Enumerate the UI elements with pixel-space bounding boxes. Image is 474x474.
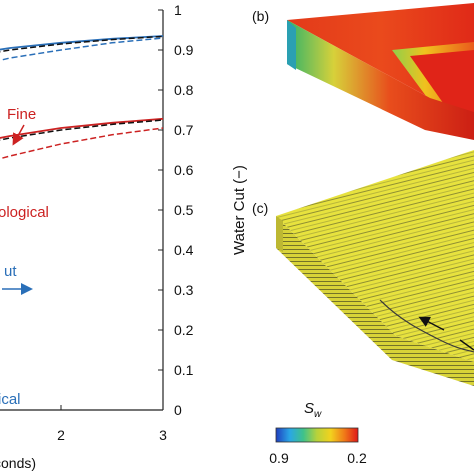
panel-c-fracture-render: (c) — [252, 150, 474, 386]
panel-b-saturation-render: (b) — [252, 3, 474, 140]
y-tick-label: 0.4 — [174, 242, 194, 258]
series-lines — [0, 35, 164, 160]
y-tick-label: 0.3 — [174, 282, 194, 298]
saturation-colorbar: Sw 0.9 0.2 — [269, 400, 367, 466]
y-tick-label: 0.1 — [174, 362, 194, 378]
series-line-2 — [0, 35, 164, 53]
y-tick-label: 0 — [174, 402, 182, 418]
y-tick-label: 0.7 — [174, 122, 194, 138]
panel-c-label: (c) — [252, 200, 268, 216]
series-line-4 — [0, 117, 164, 139]
annotation-fine-arrow — [12, 124, 25, 146]
panel-c-arrow — [418, 316, 445, 331]
panel-c-arrow-tail — [459, 339, 474, 351]
y-tick-label: 0.5 — [174, 202, 194, 218]
annotation-fine: Fine — [7, 106, 36, 123]
panel-c-front-edge — [276, 216, 283, 252]
y-tick-label: 0.6 — [174, 162, 194, 178]
panel-b-side-face — [287, 20, 474, 140]
x-tick-label: 2 — [57, 427, 65, 443]
colorbar-gradient — [275, 427, 359, 443]
y-tick-label: 1 — [174, 2, 182, 18]
colorbar-max-label: 0.2 — [347, 450, 367, 466]
annotation-topological: ological — [0, 204, 49, 221]
series-line-3 — [0, 37, 164, 62]
y-tick-label: 0.9 — [174, 42, 194, 58]
panel-b-label: (b) — [252, 8, 269, 24]
x-axis-label: conds) — [0, 455, 36, 471]
panel-b-red-front — [410, 50, 474, 112]
y-tick-label: 0.8 — [174, 82, 194, 98]
panel-c-top-surface — [276, 150, 474, 362]
series-line-6 — [0, 127, 164, 160]
annotation-critical: ical — [0, 391, 21, 408]
panel-b-front-face — [287, 20, 296, 70]
panel-c-side-face — [276, 216, 474, 386]
colorbar-min-label: 0.9 — [269, 450, 289, 466]
colorbar-title-subscript: w — [314, 409, 322, 420]
water-cut-chart: 00.10.20.30.40.50.60.70.80.91 23 conds) … — [0, 2, 248, 471]
y-axis-label: Water Cut (−) — [231, 165, 248, 255]
y-ticks: 0 0.1 0.2 0.3 0.4 0.5 0.6 0.7 0.8 0.9 1 — [158, 2, 194, 418]
x-tick-label: 3 — [159, 427, 167, 443]
series-line-5 — [0, 119, 164, 141]
annotation-cut: ut — [4, 263, 17, 280]
panel-c-fracture-trace — [379, 299, 474, 353]
colorbar-title: Sw — [304, 400, 322, 420]
plot-area — [0, 10, 163, 410]
y-tick-label: 0.2 — [174, 322, 194, 338]
